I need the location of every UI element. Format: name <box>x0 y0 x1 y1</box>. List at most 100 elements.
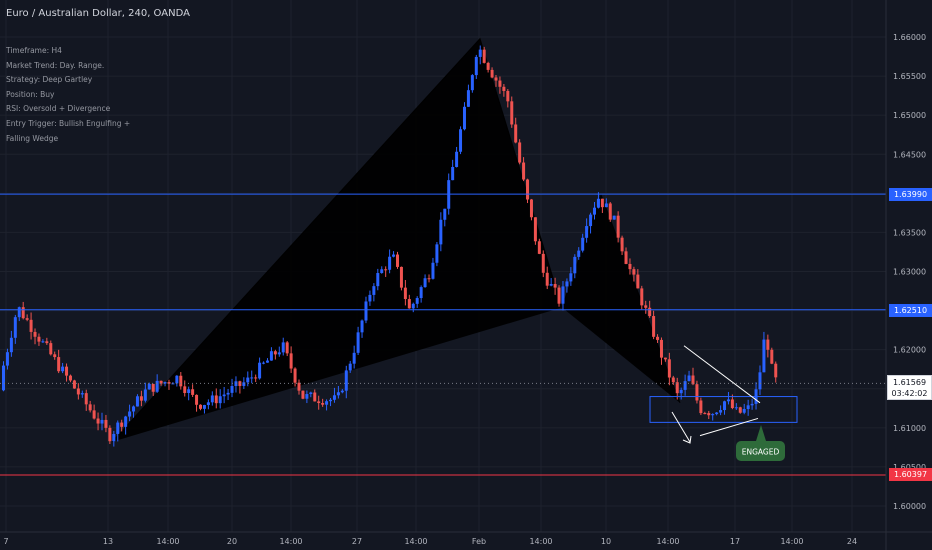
candle <box>683 374 687 396</box>
y-tick-label: 1.65000 <box>893 111 926 120</box>
note-market-trend: Market Trend: Day. Range. <box>6 60 105 70</box>
candle <box>443 208 447 227</box>
candle <box>396 251 399 269</box>
candle <box>541 250 545 278</box>
candle-body <box>419 287 423 299</box>
candle <box>57 349 61 374</box>
candle <box>68 374 72 383</box>
candle <box>199 404 202 411</box>
candle-body <box>368 294 372 302</box>
candle-body <box>675 382 679 394</box>
candle <box>348 360 352 373</box>
candle-body <box>132 406 136 412</box>
candle-body <box>719 410 723 413</box>
candle-body <box>175 375 179 384</box>
candle <box>526 178 530 204</box>
wedge-lower <box>699 417 759 437</box>
candle <box>514 117 518 144</box>
candle-body <box>431 262 435 279</box>
candle-body <box>455 151 459 167</box>
level-tag-1[interactable]: 1.63990 <box>889 188 932 201</box>
candle <box>250 370 254 384</box>
candle-body <box>262 362 266 364</box>
candle <box>451 159 455 181</box>
candle-body <box>502 86 506 91</box>
x-tick-label: 13 <box>103 537 113 546</box>
candle <box>100 412 104 431</box>
candle-body <box>510 101 514 125</box>
candle <box>439 212 443 252</box>
candle <box>21 301 25 320</box>
level-tag-3[interactable]: 1.60397 <box>889 468 932 481</box>
candle <box>147 382 151 390</box>
level-tag-2[interactable]: 1.62510 <box>889 304 932 317</box>
candle-body <box>332 395 336 400</box>
candle <box>17 306 21 322</box>
candle <box>368 290 372 306</box>
candle-body <box>218 396 222 404</box>
candle-body <box>640 288 644 306</box>
candle-body <box>163 382 167 384</box>
candle-body <box>663 357 667 360</box>
candle-body <box>451 166 455 181</box>
candle-body <box>632 269 636 275</box>
gartley-pattern <box>111 37 681 443</box>
candle-body <box>202 405 206 409</box>
arrow-shaft <box>671 411 691 443</box>
entry-zone-box <box>649 396 798 423</box>
candle <box>608 202 612 222</box>
candle-body <box>155 380 159 392</box>
candle <box>313 389 317 402</box>
candle-body <box>549 284 553 286</box>
candle <box>297 379 301 395</box>
candle-body <box>297 382 301 391</box>
candle-body <box>230 386 234 393</box>
x-tick-label: 17 <box>730 537 740 546</box>
candle <box>210 391 214 406</box>
candle <box>561 281 565 311</box>
candles <box>2 45 778 447</box>
candle <box>392 251 396 258</box>
candle-body <box>569 273 573 282</box>
candle <box>549 278 553 287</box>
candle <box>265 358 269 363</box>
candle-body <box>766 339 770 350</box>
candle <box>553 277 557 295</box>
candle <box>486 61 490 73</box>
candle <box>41 339 45 343</box>
candle-body <box>254 377 258 379</box>
candle-body <box>171 383 175 385</box>
candle <box>679 387 683 400</box>
candle <box>774 361 778 383</box>
candle <box>49 340 53 356</box>
candle <box>321 398 325 407</box>
candle-body <box>21 307 25 319</box>
candle <box>388 249 392 274</box>
candle-body <box>750 403 754 406</box>
candle <box>604 198 608 208</box>
candle <box>490 67 494 79</box>
candle <box>671 375 675 385</box>
candle-body <box>620 237 624 252</box>
candle-body <box>482 49 486 63</box>
pattern-leg <box>111 37 681 443</box>
candle <box>76 383 80 400</box>
candle <box>502 84 506 97</box>
candle <box>384 266 388 277</box>
candle-body <box>711 414 715 416</box>
candle-body <box>340 390 344 393</box>
candle-body <box>301 390 305 399</box>
candle-body <box>726 399 730 402</box>
candle-body <box>707 413 711 416</box>
candle-body <box>758 372 762 390</box>
candle <box>206 399 210 410</box>
candle <box>596 192 600 209</box>
candle <box>687 370 691 382</box>
candle <box>293 367 297 387</box>
candle <box>246 371 250 387</box>
engaged-badge: ENGAGED <box>736 425 785 461</box>
candle <box>581 233 585 253</box>
candle <box>128 404 132 422</box>
candle <box>37 333 41 346</box>
